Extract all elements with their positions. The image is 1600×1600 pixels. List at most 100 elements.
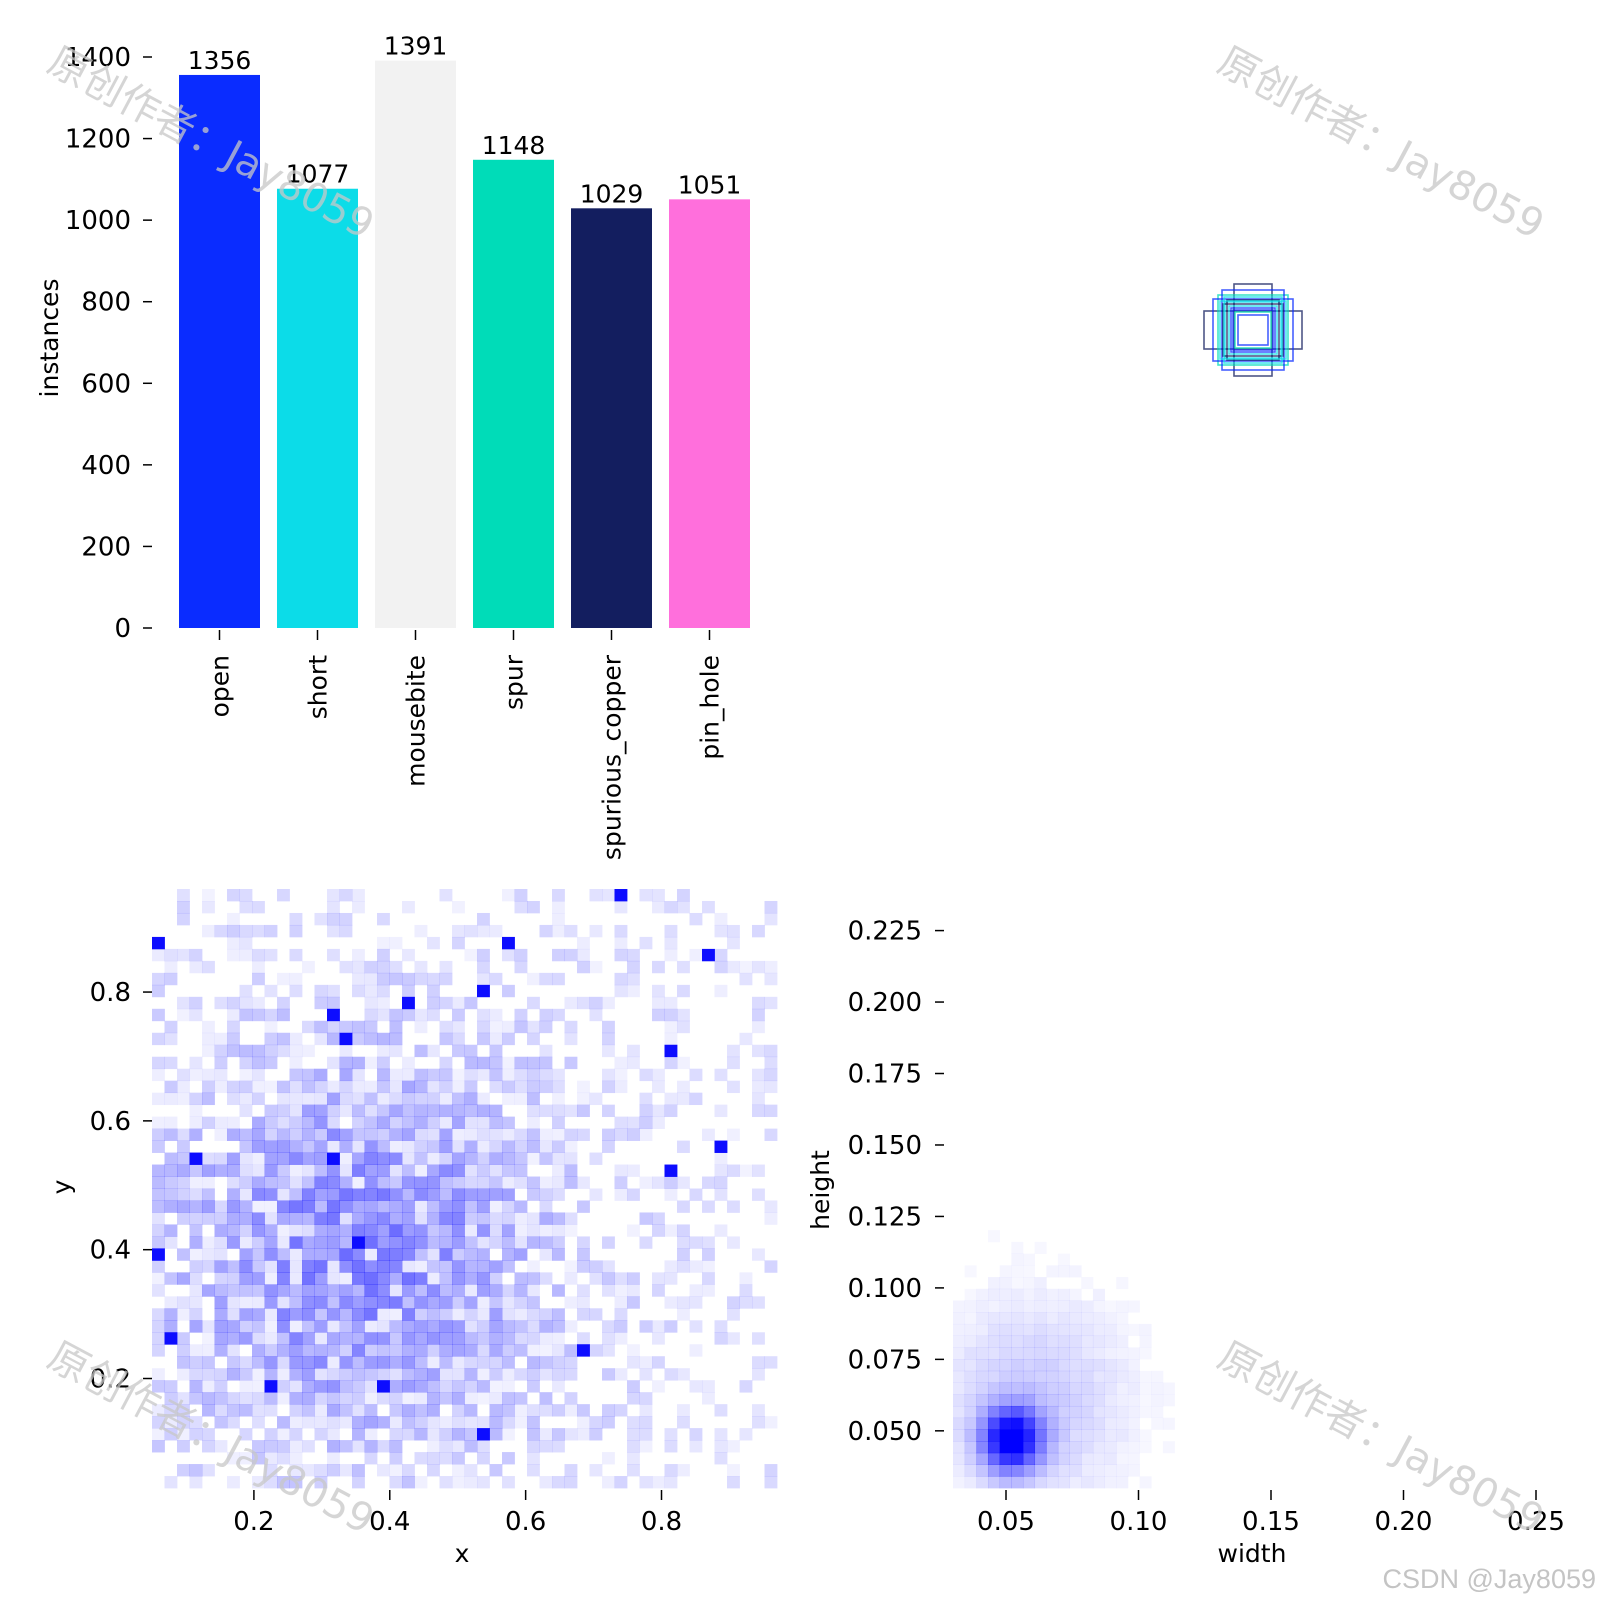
bar-value-label: 1356 (188, 46, 252, 75)
xy-heatmap-cell (402, 1392, 415, 1405)
xy-heatmap-cell (302, 1344, 315, 1357)
wh-heatmap-cell (976, 1347, 989, 1360)
xy-heatmap-cell (302, 1272, 315, 1285)
wh-heatmap-cell (1104, 1382, 1117, 1395)
xy-heatmap-cell (527, 1224, 540, 1237)
xy-heatmap-cell (202, 1032, 215, 1046)
wh-heatmap-cell (964, 1312, 977, 1325)
xy-heatmap-cell (764, 1068, 778, 1082)
xy-heatmap-cells (152, 889, 778, 1489)
xy-heatmap-cell (427, 1152, 440, 1165)
xy-heatmap-cell (389, 1272, 403, 1285)
xy-heatmap-cell (577, 996, 590, 1010)
xy-heatmap-cell (364, 1248, 378, 1261)
xy-heatmap-cell (214, 1320, 228, 1333)
xy-heatmap-cell (377, 1164, 390, 1177)
xy-heatmap-cell (539, 1068, 553, 1082)
xy-heatmap-cell (202, 1392, 215, 1405)
xy-heatmap-cell (339, 1020, 353, 1034)
xy-heatmap-cell (527, 1404, 540, 1417)
xy-heatmap-cell (364, 1116, 378, 1129)
wh-heatmap-cell (1034, 1441, 1047, 1454)
xy-heatmap-cell (214, 1116, 228, 1129)
xy-heatmap-cell (677, 889, 690, 902)
xy-heatmap-cell (539, 1140, 553, 1153)
xy-heatmap-cell (302, 1188, 315, 1201)
wh-heatmap-cell (1034, 1476, 1047, 1489)
wh-heatmap-cell (964, 1452, 977, 1465)
xy-heatmap-cell (289, 972, 303, 986)
xy-heatmap-cell (539, 924, 553, 938)
xy-heatmap-cell (352, 1236, 365, 1249)
xy-heatmap-cell (214, 1236, 228, 1249)
xy-heatmap-cell (352, 1128, 365, 1141)
xy-heatmap-cell (439, 1200, 453, 1213)
bbox-outline (1217, 294, 1289, 366)
xy-heatmap-cell (327, 1164, 340, 1177)
xy-heatmap-cell (202, 889, 215, 902)
xy-heatmap-cell (464, 924, 478, 938)
xy-heatmap-cell (427, 1212, 440, 1225)
xy-heatmap-cell (352, 1320, 365, 1333)
xy-heatmap-cell (264, 1440, 278, 1453)
xy-heatmap-cell (327, 1200, 340, 1213)
xy-heatmap-cell (489, 1020, 503, 1034)
xy-heatmap-cell (177, 1440, 190, 1453)
xy-heatmap-cell (502, 984, 515, 998)
xy-heatmap-cell (464, 1212, 478, 1225)
xy-heatmap-cell (714, 1176, 728, 1189)
wh-heatmap-cell (1092, 1300, 1105, 1313)
xy-heatmap-cell (677, 1368, 690, 1381)
xy-heatmap-cell (414, 1356, 428, 1369)
wh-heatmap-cell (1069, 1429, 1082, 1442)
xy-heatmap-cell (427, 1164, 440, 1177)
xy-heatmap-cell (164, 960, 178, 974)
wh-heatmap-cell (1104, 1323, 1117, 1337)
xy-heatmap-cell (452, 1140, 465, 1153)
wh-heatmap-cell (987, 1312, 1001, 1325)
xy-heatmap-cell (202, 1080, 215, 1094)
xy-heatmap-cell (714, 1452, 728, 1465)
xy-heatmap-cell (689, 1068, 703, 1082)
xy-heatmap-cell (514, 1224, 528, 1237)
wh-heatmap-cell (1022, 1347, 1036, 1360)
wh-heatmap-cell (1069, 1382, 1082, 1395)
wh-heatmap-cell (964, 1323, 977, 1337)
xy-heatmap-cell (152, 984, 165, 998)
xy-heatmap-cell (227, 1296, 240, 1309)
xy-heatmap-cell (427, 1128, 440, 1141)
xy-heatmap-cell (452, 1032, 465, 1046)
xy-heatmap-cell (427, 1452, 440, 1465)
xy-heatmap-cell (502, 1260, 515, 1273)
xy-heatmap-cell (227, 1344, 240, 1357)
xy-heatmap-cell (477, 1152, 490, 1165)
xy-heatmap-cell (152, 1368, 165, 1381)
wh-heatmap-cell (1034, 1347, 1047, 1360)
xy-heatmap-cell (502, 1452, 515, 1465)
xy-heatmap-cell (389, 1416, 403, 1429)
xy-heatmap-cell (702, 1200, 715, 1213)
wh-heatmap-cell (1069, 1300, 1082, 1313)
xy-heatmap-cell (352, 1404, 365, 1417)
xy-heatmap-cell (364, 1284, 378, 1297)
wh-heatmap-cell (1011, 1323, 1024, 1337)
xy-heatmap-cell (589, 1092, 603, 1106)
xy-heatmap-cell (502, 1320, 515, 1333)
xy-heatmap-cell (677, 1308, 690, 1321)
xy-heatmap-cell (527, 1080, 540, 1094)
xy-heatmap-cell (277, 889, 290, 902)
xy-heatmap-cell (264, 1260, 278, 1273)
xy-heatmap-cell (539, 1224, 553, 1237)
xy-heatmap-cell (464, 1236, 478, 1249)
wh-heatmap-cell (964, 1300, 977, 1313)
xy-heatmap-cell (452, 1188, 465, 1201)
xy-heatmap-cell (264, 1380, 278, 1393)
xy-heatmap-cell (364, 1200, 378, 1213)
xy-heatmap-cell (527, 972, 540, 986)
wh-heatmap-cell (1151, 1382, 1164, 1395)
xy-heatmap-cell (214, 1224, 228, 1237)
xy-heatmap-cell (764, 972, 778, 986)
xy-heatmap-cell (364, 1380, 378, 1393)
xy-heatmap-cell (527, 1188, 540, 1201)
xy-heatmap-cell (352, 1440, 365, 1453)
